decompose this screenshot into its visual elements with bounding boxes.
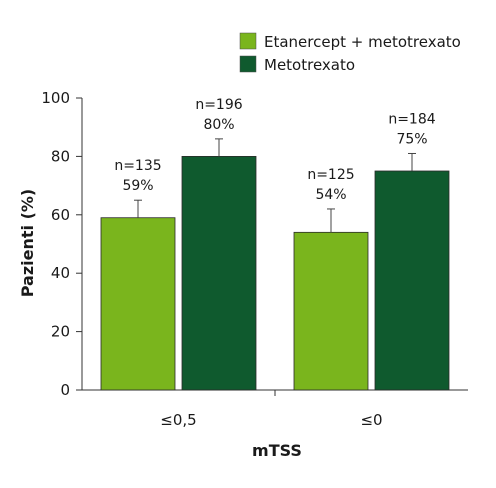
y-tick-label: 100 [41,89,70,107]
bar [293,231,369,391]
y-tick-label: 20 [51,323,70,341]
y-tick-label: 0 [60,381,70,399]
data-label-n: n=135 [114,158,161,174]
data-label-percent: 59% [122,178,153,194]
legend-swatch-etanercept-metotrexato [239,32,257,50]
x-axis-title: mTSS [252,441,302,460]
y-tick-label: 60 [51,206,70,224]
bars [100,138,450,391]
legend-swatch-metotrexato [239,55,257,73]
x-tick-label: ≤0,5 [160,411,196,429]
data-label-n: n=125 [307,167,354,183]
axes: 0 20 40 60 80 100 ≤0,5 ≤0 [41,89,468,429]
data-label-n: n=184 [388,111,435,127]
x-tick-label: ≤0 [360,411,382,429]
legend: Etanercept + metotrexato Metotrexato [239,32,461,74]
data-label-percent: 75% [396,131,427,147]
bar [374,170,450,391]
legend-label-etanercept-metotrexato: Etanercept + metotrexato [264,33,461,51]
data-label-n: n=196 [195,97,242,113]
bar [100,217,176,391]
data-labels: n=135 59% n=196 80% n=125 54% n=184 75% [114,97,435,203]
legend-label-metotrexato: Metotrexato [264,56,355,74]
data-label-percent: 54% [315,187,346,203]
y-tick-label: 40 [51,264,70,282]
y-axis-title: Pazienti (%) [18,189,37,298]
data-label-percent: 80% [203,117,234,133]
bar [181,155,257,391]
y-tick-label: 80 [51,147,70,165]
